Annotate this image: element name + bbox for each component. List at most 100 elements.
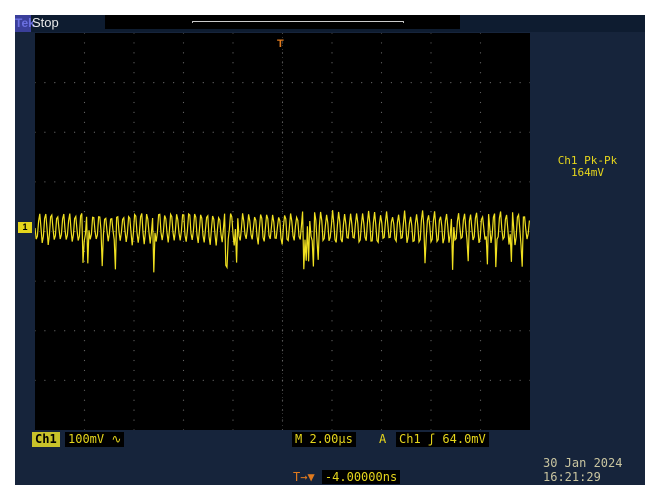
grid-dot	[83, 399, 86, 401]
record-window	[192, 21, 404, 23]
grid-dot	[163, 82, 165, 84]
grid-dot	[529, 280, 530, 282]
ch1-waveform	[35, 210, 530, 273]
grid-dot	[54, 131, 56, 133]
grid-dot	[64, 280, 66, 282]
grid-dot	[470, 181, 472, 183]
trigger-mode: A	[379, 432, 387, 446]
grid-dot	[440, 181, 442, 183]
grid-dot	[133, 310, 135, 312]
grid-dot	[182, 290, 185, 292]
grid-dot	[83, 171, 86, 173]
grid-dot	[331, 409, 333, 411]
grid-dot	[83, 429, 86, 430]
grid-dot	[83, 350, 86, 352]
grid-dot	[380, 419, 383, 421]
grid-dot	[430, 379, 432, 381]
grid-dot	[54, 82, 56, 84]
grid-dot	[479, 270, 482, 272]
grid-dot	[489, 181, 491, 183]
grid-dot	[460, 379, 462, 381]
grid-dot	[430, 161, 432, 163]
grid-dot	[509, 280, 511, 282]
grid-dot	[509, 181, 511, 183]
grid-dot	[479, 141, 482, 143]
grid-dot	[182, 191, 185, 193]
grid-dot	[83, 260, 86, 262]
grid-dot	[479, 290, 482, 292]
grid-dot	[430, 270, 432, 272]
grid-dot	[519, 379, 521, 381]
grid-dot	[44, 330, 46, 332]
grid-dot	[479, 330, 482, 332]
grid-dot	[83, 389, 86, 391]
grid-dot	[83, 230, 86, 233]
grid-dot	[341, 82, 343, 84]
grid-dot	[380, 429, 383, 430]
grid-dot	[113, 181, 115, 183]
grid-dot	[331, 280, 333, 282]
grid-dot	[163, 181, 165, 183]
grid-dot	[153, 330, 155, 332]
grid-dot	[83, 33, 86, 34]
grid-dot	[371, 82, 373, 84]
grid-dot	[479, 379, 482, 381]
grid-dot	[83, 201, 86, 203]
grid-dot	[232, 211, 234, 213]
grid-dot	[163, 330, 165, 332]
grid-dot	[113, 280, 115, 282]
grid-dot	[361, 379, 363, 381]
grid-dot	[479, 171, 482, 173]
grid-dot	[242, 82, 244, 84]
grid-dot	[479, 33, 482, 34]
grid-dot	[83, 300, 86, 302]
grid-dot	[440, 82, 442, 84]
grid-dot	[301, 379, 303, 381]
grid-dot	[380, 240, 383, 243]
grid-dot	[470, 82, 472, 84]
grid-dot	[133, 389, 135, 391]
grid-dot	[232, 419, 234, 421]
grid-dot	[351, 379, 353, 381]
grid-dot	[83, 42, 86, 44]
grid-dot	[35, 181, 36, 183]
grid-dot	[420, 181, 422, 183]
grid-dot	[83, 280, 86, 282]
grid-dot	[479, 201, 482, 203]
status-bar: Tek Stop	[15, 15, 645, 32]
grid-dot	[420, 280, 422, 282]
grid-dot	[509, 330, 511, 332]
grid-dot	[182, 379, 185, 381]
grid-dot	[153, 82, 155, 84]
ch1-label[interactable]: Ch1	[32, 432, 60, 447]
grid-dot	[519, 330, 521, 332]
grid-dot	[64, 82, 66, 84]
grid-dot	[272, 379, 274, 381]
grid-dot	[331, 340, 333, 342]
grid-dot	[173, 379, 175, 381]
grid-dot	[133, 419, 135, 421]
grid-dot	[182, 151, 185, 153]
grid-dot	[182, 33, 185, 34]
trigger-offset: T→▼ -4.00000ns	[293, 470, 401, 484]
grid-dot	[113, 82, 115, 84]
grid-dot	[390, 131, 392, 133]
grid-dot	[182, 320, 185, 322]
grid-dot	[232, 320, 234, 322]
grid-dot	[479, 42, 482, 44]
grid-dot	[242, 330, 244, 332]
grid-dot	[301, 131, 303, 133]
grid-dot	[93, 131, 95, 133]
grid-dot	[440, 330, 442, 332]
trigger-readout: Ch1 ʃ 64.0mV	[396, 432, 489, 447]
grid-dot	[479, 101, 482, 104]
grid-dot	[83, 131, 86, 133]
grid-dot	[281, 399, 284, 401]
grid-dot	[479, 72, 482, 74]
grid-dot	[103, 82, 105, 84]
grid-dot	[410, 280, 412, 282]
grid-dot	[321, 131, 323, 133]
grid-dot	[519, 181, 521, 183]
grid-dot	[440, 280, 442, 282]
grid-dot	[182, 310, 185, 312]
